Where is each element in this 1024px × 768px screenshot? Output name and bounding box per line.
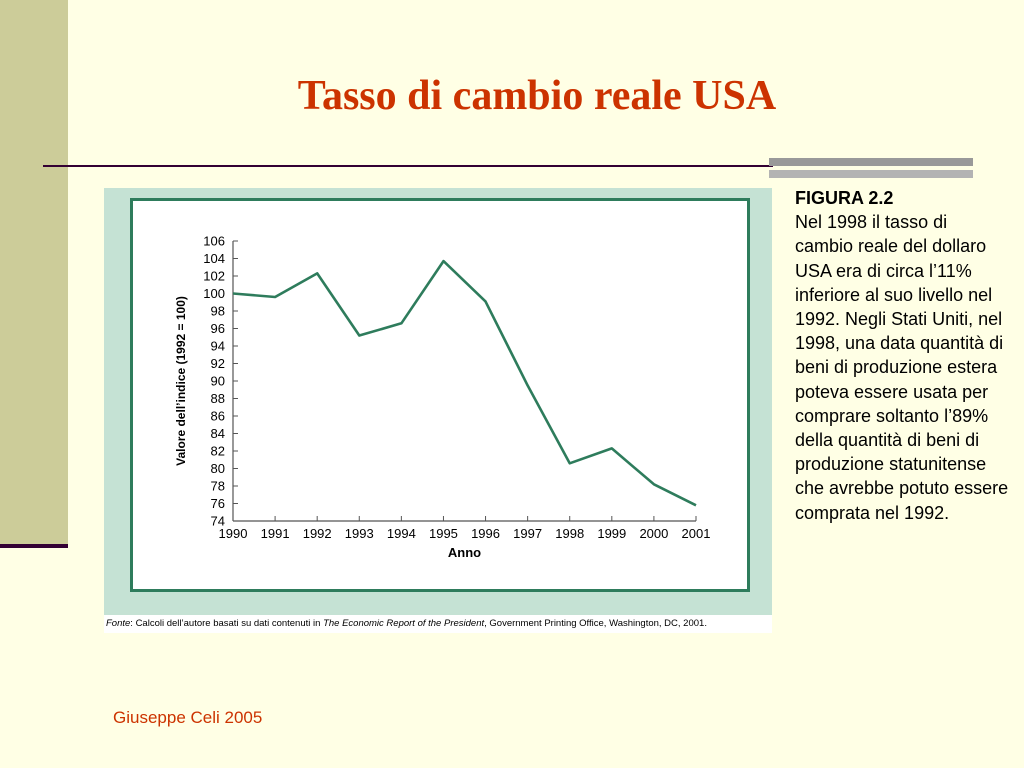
series-line — [232, 259, 697, 507]
y-tick-label: 100 — [203, 286, 225, 301]
x-tick-label: 1999 — [597, 526, 626, 541]
y-tick-label: 86 — [211, 409, 225, 424]
y-axis-label: Valore dell’indice (1992 = 100) — [174, 296, 188, 466]
x-tick-label: 2001 — [682, 526, 711, 541]
y-tick-label: 76 — [211, 496, 225, 511]
x-tick-label: 1992 — [303, 526, 332, 541]
x-tick-label: 2000 — [639, 526, 668, 541]
y-tick-label: 80 — [211, 461, 225, 476]
source-prefix: Fonte — [106, 618, 131, 629]
y-tick-label: 90 — [211, 374, 225, 389]
title-rule — [43, 165, 773, 167]
title-rule-accent — [769, 158, 973, 178]
caption-label: FIGURA 2.2 — [795, 188, 894, 208]
x-tick-label: 1998 — [555, 526, 584, 541]
y-tick-label: 102 — [203, 269, 225, 284]
y-ticks: 106 104 102 100 98 96 94 92 90 88 86 84 82 80 78 76 74 — [203, 234, 238, 529]
y-tick-label: 106 — [203, 234, 225, 249]
source-publication: The Economic Report of the President — [323, 618, 485, 629]
y-tick-label: 92 — [211, 356, 225, 371]
source-text-1: : Calcoli dell’autore basati su dati con… — [130, 618, 324, 629]
y-tick-label: 94 — [211, 339, 225, 354]
x-tick-label: 1994 — [387, 526, 416, 541]
footer-author: Giuseppe Celi 2005 — [113, 708, 263, 727]
left-decor-bar — [0, 0, 68, 545]
source-strip: Fonte: Calcoli dell’autore basati su dat… — [104, 615, 772, 633]
caption-text: Nel 1998 il tasso di cambio reale del do… — [795, 212, 1009, 523]
x-axis-label: Anno — [448, 545, 481, 560]
slide-title: Tasso di cambio reale USA — [297, 73, 777, 119]
line-chart: 106 104 102 100 98 96 94 92 90 88 86 84 82 80 78 76 74 1… — [174, 234, 711, 561]
x-tick-label: 1991 — [261, 526, 290, 541]
x-tick-label: 1995 — [429, 526, 458, 541]
left-decor-line — [0, 544, 68, 548]
y-tick-label: 78 — [211, 479, 225, 494]
x-tick-label: 1996 — [471, 526, 500, 541]
y-tick-label: 98 — [211, 304, 225, 319]
x-ticks: 1990 1991 1992 1993 1994 1995 1996 1997 1998 1999… — [219, 516, 711, 541]
chart-panel: 106 104 102 100 98 96 94 92 90 88 86 84 82 80 78 76 74 1… — [130, 198, 750, 592]
y-tick-label: 74 — [211, 514, 225, 529]
x-tick-label: 1993 — [345, 526, 374, 541]
x-tick-label: 1997 — [513, 526, 542, 541]
y-tick-label: 104 — [203, 251, 225, 266]
x-tick-label: 1990 — [219, 526, 248, 541]
source-text-2: , Government Printing Office, Washington… — [484, 618, 707, 629]
y-tick-label: 96 — [211, 321, 225, 336]
y-tick-label: 82 — [211, 444, 225, 459]
y-tick-label: 88 — [211, 391, 225, 406]
figure-frame: 106 104 102 100 98 96 94 92 90 88 86 84 82 80 78 76 74 1… — [104, 188, 772, 615]
source-note: Fonte: Calcoli dell’autore basati su dat… — [106, 618, 707, 629]
y-tick-label: 84 — [211, 426, 225, 441]
figure-caption: FIGURA 2.2 Nel 1998 il tasso di cambio r… — [795, 186, 1010, 525]
